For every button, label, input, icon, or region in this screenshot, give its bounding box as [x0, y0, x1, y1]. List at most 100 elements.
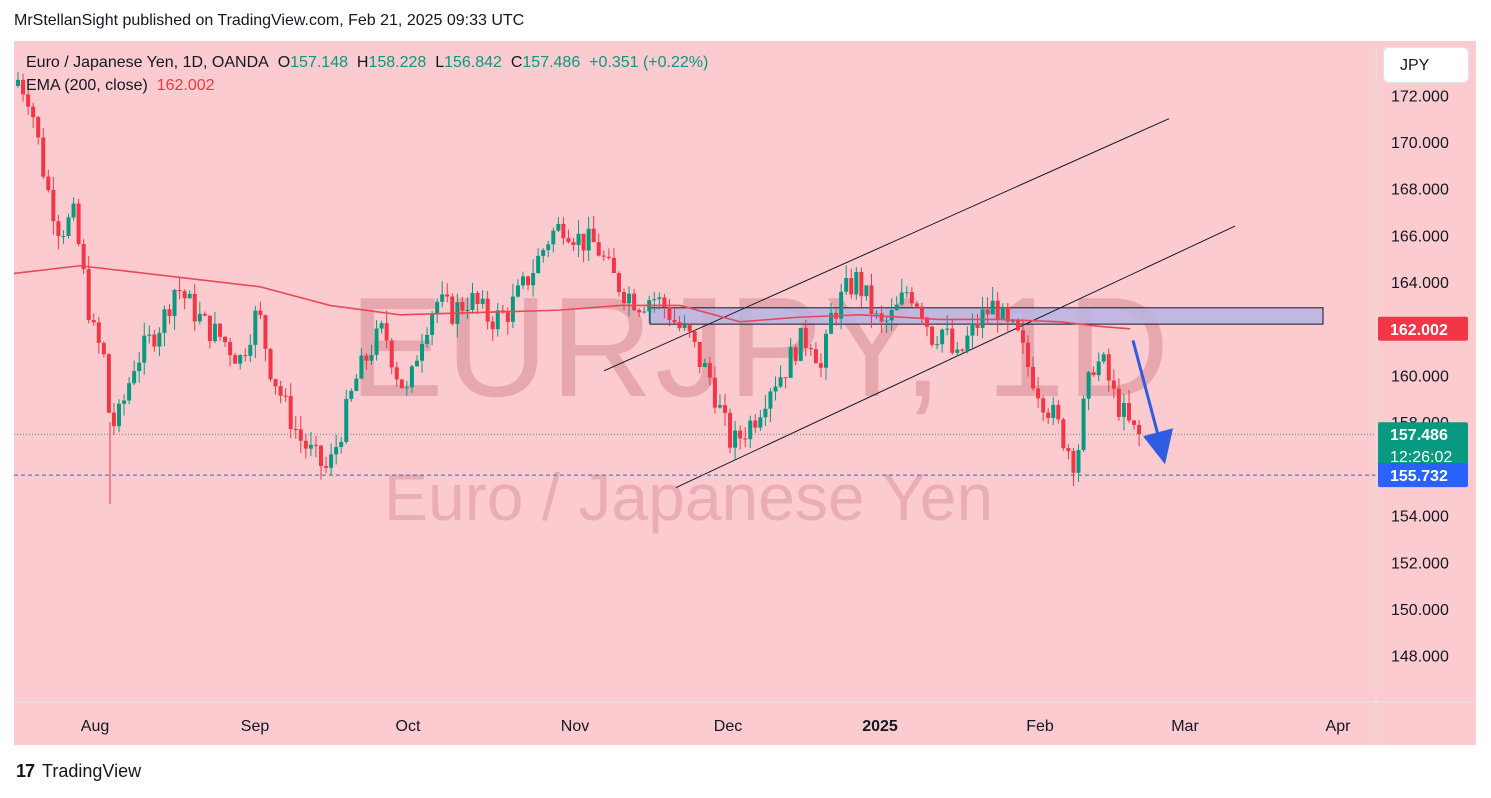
price-tag-countdown: 12:26:02 [1390, 449, 1452, 466]
candle-body [712, 377, 717, 408]
candle-body [909, 292, 914, 304]
candle-body [753, 420, 758, 428]
candle [1026, 335, 1030, 377]
channel-upper-line [603, 118, 1170, 372]
candle [798, 327, 803, 362]
time-tick-label: 2025 [862, 718, 898, 735]
candle [738, 425, 743, 450]
candle [197, 301, 202, 325]
candle [869, 273, 874, 328]
candle-body [435, 301, 440, 315]
candle [354, 374, 359, 392]
tradingview-logo-icon: 17 [16, 761, 35, 781]
candle [374, 320, 379, 361]
candle-body [541, 250, 546, 256]
candle-body [854, 271, 859, 295]
candle [566, 229, 571, 244]
candle [162, 305, 167, 347]
price-tick-label: 172.000 [1391, 88, 1449, 105]
candle [182, 289, 187, 310]
candle [1051, 397, 1056, 426]
candle [1081, 395, 1086, 453]
candle-body [793, 347, 798, 361]
candle-body [258, 310, 263, 316]
currency-selector[interactable]: JPY [1383, 47, 1469, 83]
candle [768, 388, 773, 423]
candle-body [414, 360, 419, 367]
candle [389, 338, 394, 375]
candle-body [51, 190, 56, 222]
candle [233, 352, 238, 364]
candle [313, 435, 318, 458]
candle-body [899, 292, 904, 305]
candle-body [667, 307, 672, 321]
candle-body [152, 334, 157, 347]
candle [425, 327, 430, 348]
candle-body [283, 395, 288, 397]
candle [172, 288, 177, 330]
candle-body [945, 328, 950, 330]
candle-body [1036, 388, 1041, 399]
open-label: O [277, 54, 291, 71]
candle [293, 416, 298, 439]
candle [81, 239, 86, 275]
candle [965, 326, 970, 354]
candle [808, 344, 813, 356]
candle-body [329, 454, 334, 468]
candle [41, 128, 46, 179]
candle-body [950, 328, 955, 353]
candle [1046, 408, 1051, 425]
candle-body [359, 355, 364, 379]
candle-body [955, 349, 960, 353]
candle-body [288, 395, 293, 430]
candle [303, 433, 308, 459]
candle-body [36, 117, 41, 138]
candle [758, 409, 763, 431]
candle-body [839, 291, 844, 319]
candle [526, 275, 531, 291]
candle-body [167, 309, 172, 316]
candle [677, 316, 682, 332]
candle [940, 328, 945, 353]
candle [414, 355, 419, 367]
symbol-title[interactable]: Euro / Japanese Yen, 1D, OANDA [26, 54, 269, 71]
candle-body [889, 310, 894, 321]
low-value: 156.842 [444, 54, 502, 71]
candle [344, 389, 349, 445]
candle [435, 298, 440, 324]
candle [127, 377, 132, 405]
candle [652, 291, 657, 313]
candle-body [616, 272, 621, 293]
candle-body [1116, 388, 1121, 417]
candle [384, 310, 389, 349]
candle [541, 247, 546, 263]
candle-body [61, 235, 66, 237]
candle-body [733, 430, 738, 448]
candle [16, 72, 20, 88]
candle-body [738, 430, 743, 439]
candle-body [41, 137, 46, 177]
price-tick-label: 154.000 [1391, 509, 1449, 526]
candle-body [859, 271, 864, 297]
close-label: C [510, 54, 523, 71]
candle [824, 329, 828, 381]
candle-body [536, 255, 541, 274]
ema-label[interactable]: EMA (200, close) [26, 77, 148, 94]
candle-body [1031, 366, 1036, 389]
candle-body [970, 323, 975, 336]
candle [1041, 395, 1046, 422]
candle-body [233, 355, 238, 364]
candle-body [137, 362, 142, 371]
candle-body [803, 327, 808, 348]
chart-area[interactable]: EURJPY, 1D Euro / Japanese Yen [14, 41, 1476, 745]
candle [490, 316, 495, 341]
candle [839, 283, 844, 330]
candle-body [1106, 354, 1111, 381]
candle [495, 302, 500, 337]
price-tick-label: 150.000 [1391, 602, 1449, 619]
candle [672, 307, 677, 324]
candle-body [132, 370, 137, 384]
candle-body [182, 291, 187, 299]
candle-body [864, 285, 869, 297]
